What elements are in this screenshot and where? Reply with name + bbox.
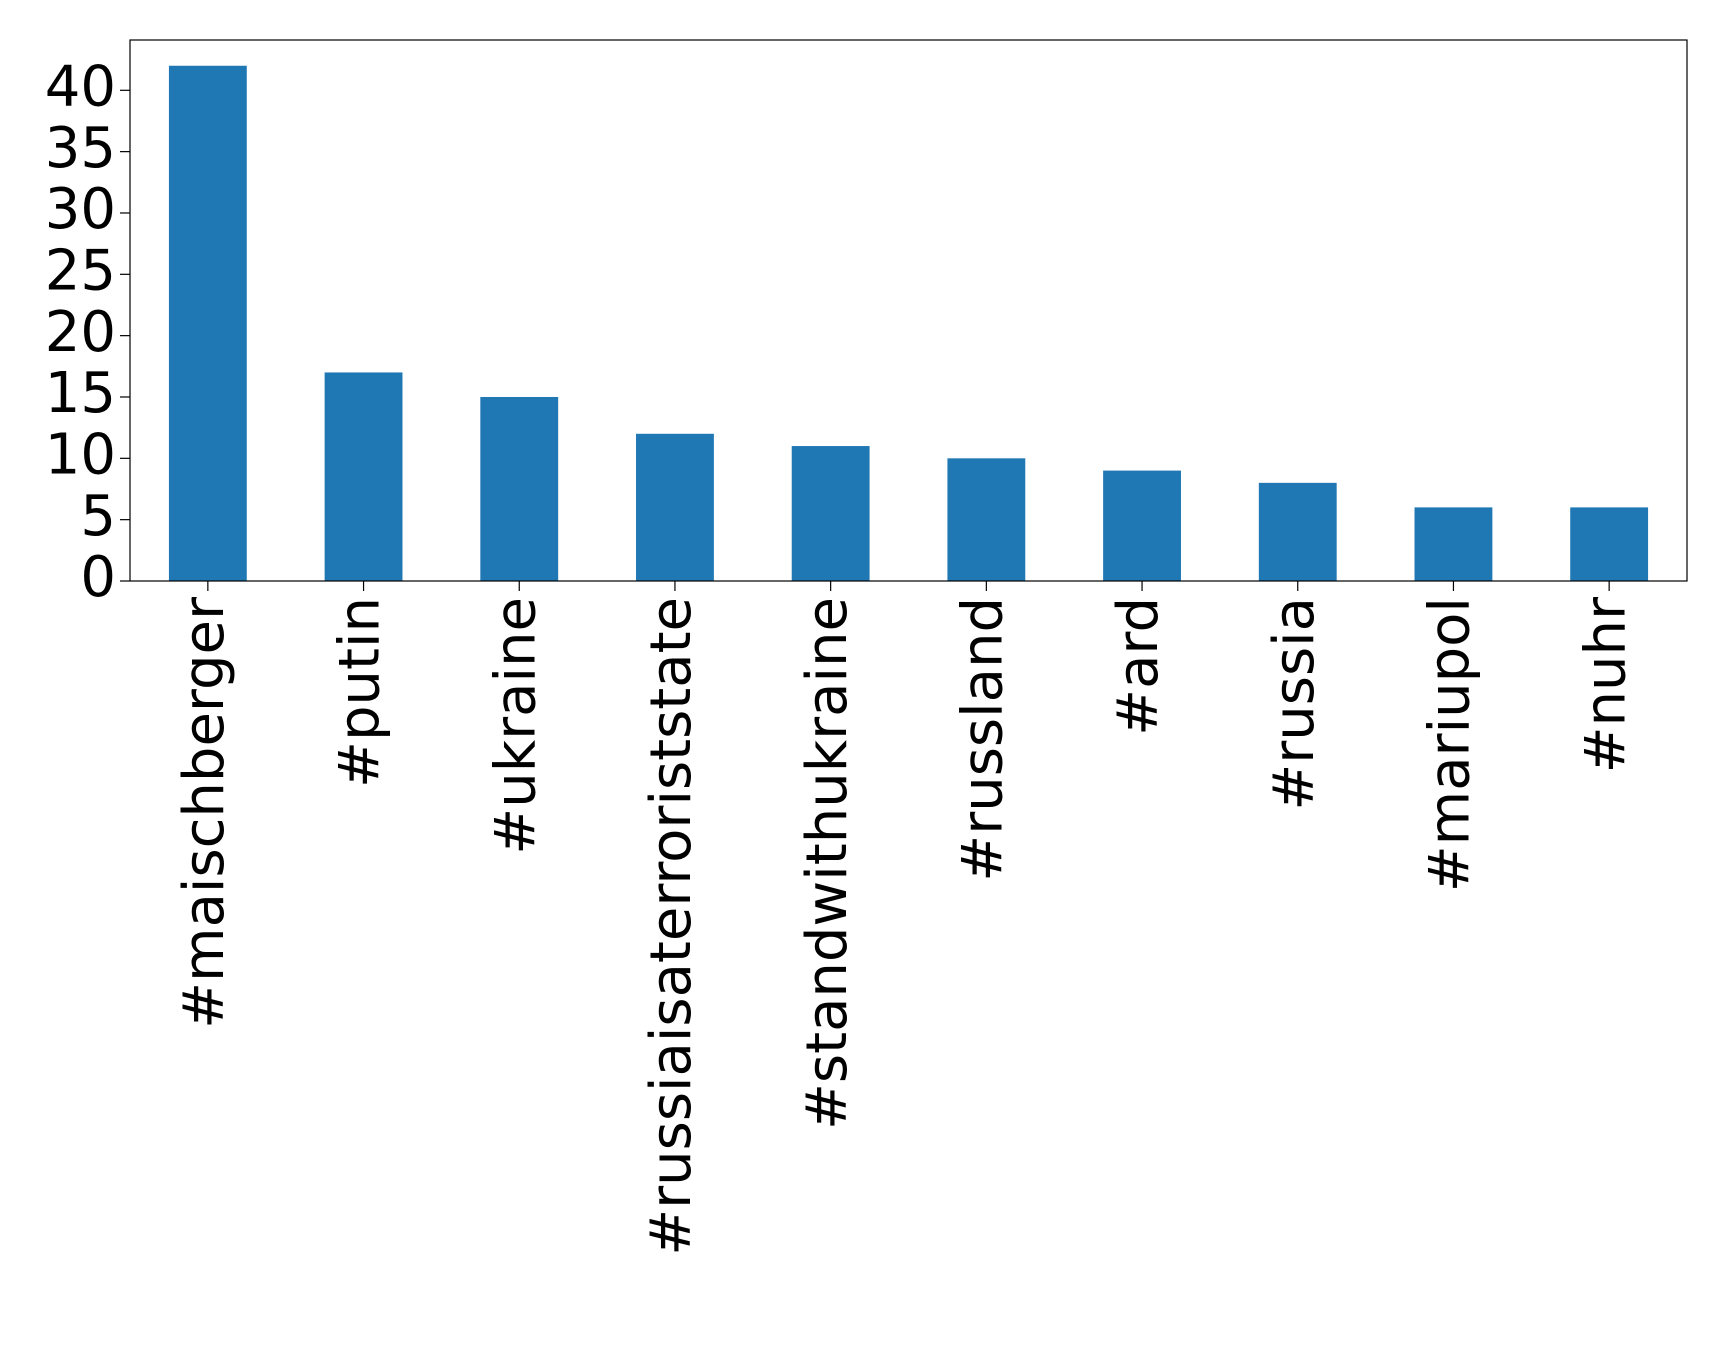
bar: [1570, 507, 1649, 581]
x-tick-label: #russia: [1262, 597, 1327, 811]
plot-frame: [129, 39, 1688, 582]
x-tick-label: #ukraine: [483, 597, 548, 855]
x-tick-label: #nuhr: [1573, 596, 1638, 773]
y-tick-label: 25: [45, 238, 116, 303]
x-tick-label: #russland: [950, 597, 1015, 882]
y-tick-label: 10: [45, 422, 116, 487]
y-tick-label: 40: [45, 54, 116, 119]
y-tick-label: 20: [45, 300, 116, 365]
bar: [324, 372, 403, 581]
bar: [791, 446, 870, 581]
y-tick-label: 5: [80, 484, 116, 549]
x-tick-label: #ard: [1106, 597, 1171, 736]
x-tick-label: #standwithukraine: [795, 597, 860, 1130]
y-tick-label: 15: [45, 361, 116, 426]
y-tick-label: 35: [45, 116, 116, 181]
x-tick-label: #putin: [328, 597, 393, 788]
bar: [1258, 482, 1337, 581]
bar: [480, 396, 559, 581]
bar: [1103, 470, 1181, 581]
bar: [947, 458, 1026, 581]
bar: [168, 65, 247, 581]
x-tick-label: #maischberger: [172, 596, 237, 1029]
bar: [636, 433, 714, 581]
y-tick-label: 30: [45, 177, 116, 242]
y-tick-label: 0: [80, 545, 116, 610]
x-tick-label: #mariupol: [1418, 597, 1483, 892]
x-tick-label: #russiaisaterroriststate: [639, 597, 704, 1256]
bar: [1414, 507, 1493, 581]
